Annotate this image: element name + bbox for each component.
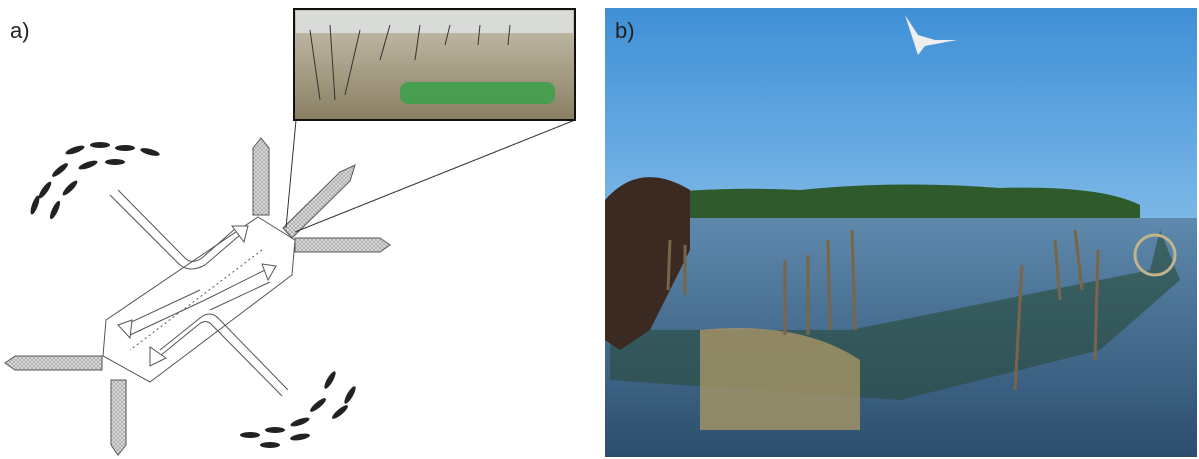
figure: a) — [0, 0, 1199, 459]
inset-photo — [294, 9, 575, 120]
photo — [605, 8, 1197, 457]
panel-label: a) — [10, 18, 30, 43]
panel-label: b) — [615, 18, 635, 43]
trap-diagram — [5, 138, 390, 455]
callout-line — [286, 120, 296, 228]
